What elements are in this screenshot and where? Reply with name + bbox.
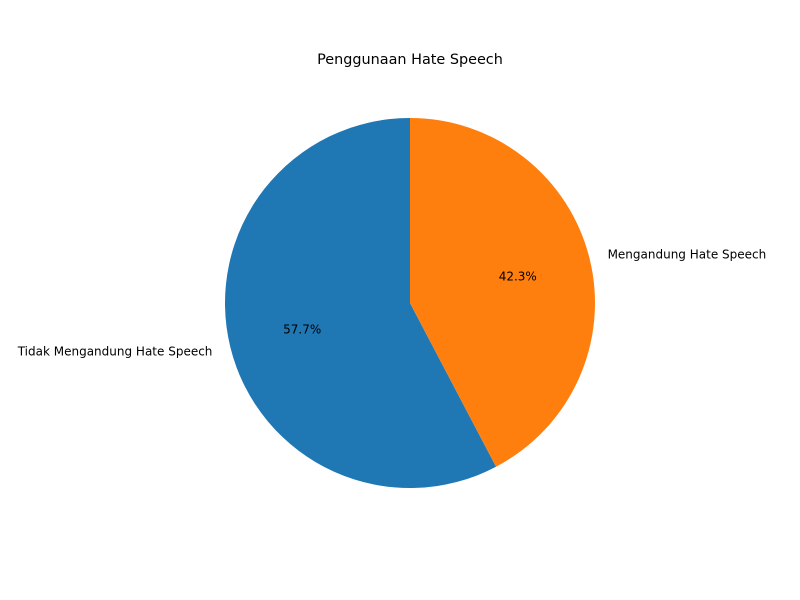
slice-category-label-2: Mengandung Hate Speech — [608, 247, 767, 261]
pie-slices — [225, 118, 596, 489]
slice-percent-label-2: 42.3% — [499, 269, 537, 283]
pie-labels: 57.7% Tidak Mengandung Hate Speech 42.3% Me… — [17, 247, 767, 358]
pie-slice-1 — [225, 118, 497, 489]
slice-category-label-1: Tidak Mengandung Hate Speech — [17, 345, 213, 359]
chart-title: Penggunaan Hate Speech — [317, 52, 503, 68]
pie-slice-2 — [410, 118, 596, 467]
slice-percent-label-1: 57.7% — [283, 323, 321, 337]
